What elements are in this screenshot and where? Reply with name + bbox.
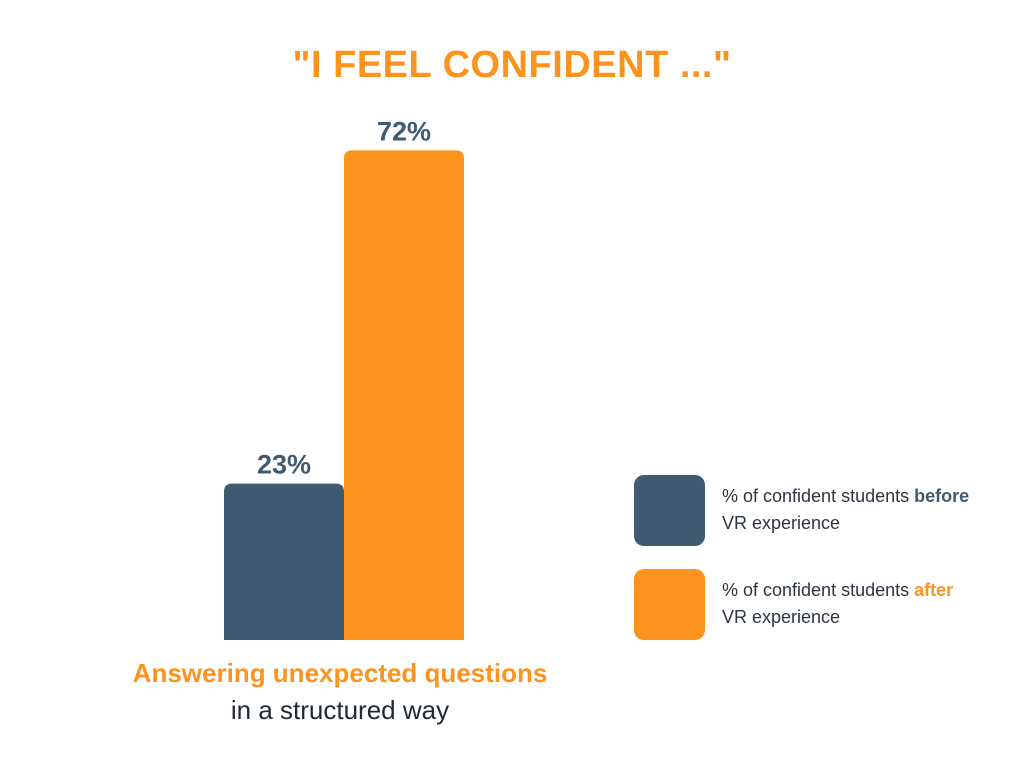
legend-suffix-after: VR experience	[722, 607, 841, 627]
legend-text-before: % of confident students before VR experi…	[722, 483, 1012, 537]
legend-prefix-after: % of confident students	[722, 580, 915, 600]
bar-after	[344, 150, 464, 640]
legend-item-before: % of confident students before VR experi…	[634, 475, 1014, 547]
bar-before	[224, 483, 344, 640]
data-label-before: 23%	[257, 450, 311, 480]
category-label-rest: in a structured way	[230, 695, 450, 725]
legend-emph-before: before	[914, 486, 970, 506]
data-label-after: 72%	[377, 116, 431, 146]
legend-prefix-before: % of confident students	[722, 486, 915, 506]
category-label-highlight: Answering unexpected questions	[132, 658, 548, 688]
category-label: Answering unexpected questions in a stru…	[120, 655, 560, 729]
legend-suffix-before: VR experience	[722, 513, 841, 533]
legend-swatch-before	[634, 475, 705, 546]
legend-swatch-after	[634, 569, 705, 640]
legend-emph-after: after	[914, 580, 954, 600]
legend-item-after: % of confident students after VR experie…	[634, 569, 1014, 641]
legend-text-after: % of confident students after VR experie…	[722, 577, 1012, 631]
chart-title: "I FEEL CONFIDENT ..."	[292, 44, 732, 86]
